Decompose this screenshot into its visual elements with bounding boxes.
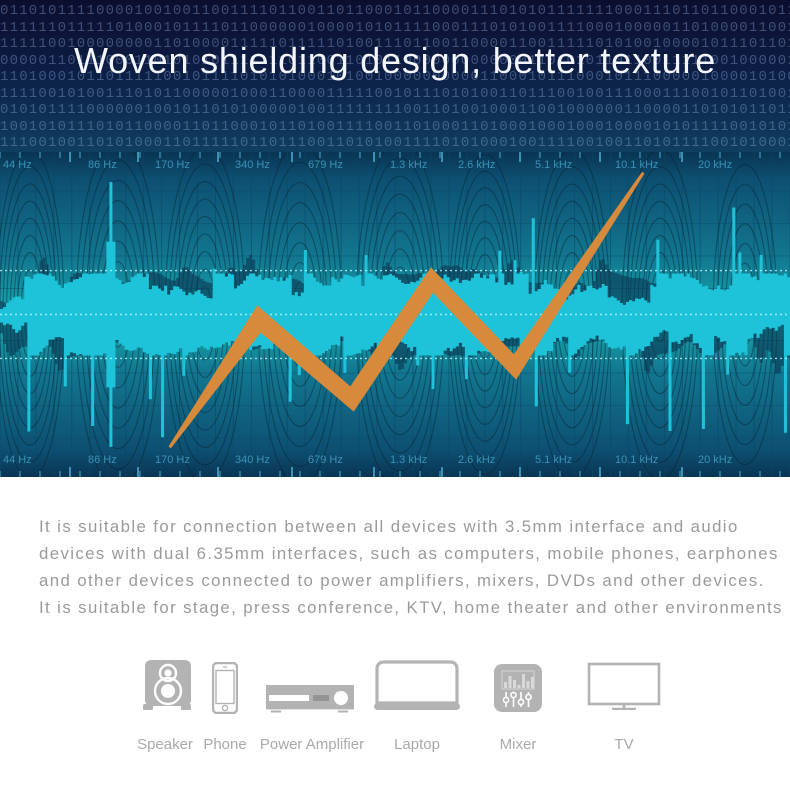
- svg-text:1.3 kHz: 1.3 kHz: [390, 159, 427, 171]
- svg-text:170 Hz: 170 Hz: [155, 454, 190, 466]
- svg-text:1.3 kHz: 1.3 kHz: [390, 454, 427, 466]
- svg-text:10.1 kHz: 10.1 kHz: [615, 159, 658, 171]
- svg-text:5.1 kHz: 5.1 kHz: [535, 159, 572, 171]
- svg-text:2.6 kHz: 2.6 kHz: [458, 159, 495, 171]
- svg-text:679 Hz: 679 Hz: [308, 454, 343, 466]
- svg-text:170 Hz: 170 Hz: [155, 159, 190, 171]
- svg-text:679 Hz: 679 Hz: [308, 159, 343, 171]
- svg-text:44 Hz: 44 Hz: [3, 454, 32, 466]
- svg-text:20 kHz: 20 kHz: [698, 454, 732, 466]
- svg-text:10.1 kHz: 10.1 kHz: [615, 454, 658, 466]
- svg-text:86 Hz: 86 Hz: [88, 159, 117, 171]
- svg-text:2.6 kHz: 2.6 kHz: [458, 454, 495, 466]
- svg-text:20 kHz: 20 kHz: [698, 159, 732, 171]
- svg-text:340 Hz: 340 Hz: [235, 159, 270, 171]
- svg-text:86 Hz: 86 Hz: [88, 454, 117, 466]
- svg-text:44 Hz: 44 Hz: [3, 159, 32, 171]
- svg-text:340 Hz: 340 Hz: [235, 454, 270, 466]
- svg-text:5.1 kHz: 5.1 kHz: [535, 454, 572, 466]
